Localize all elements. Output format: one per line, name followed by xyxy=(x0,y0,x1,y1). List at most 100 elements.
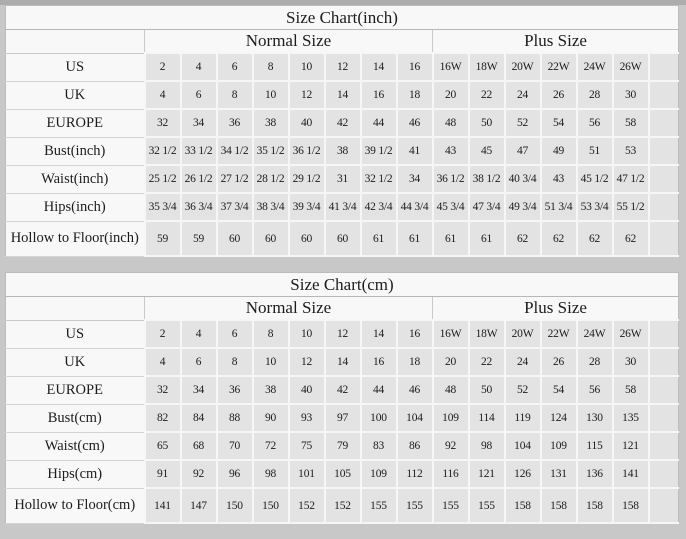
size-value-cell: 24 xyxy=(503,347,542,377)
title-row: Size Chart(cm) xyxy=(5,272,679,297)
size-value-cell: 4 xyxy=(143,80,182,110)
size-value-cell: 46 xyxy=(395,108,434,138)
size-value-cell: 131 xyxy=(539,459,578,489)
size-value-cell: 58 xyxy=(611,375,650,405)
size-value-cell: 121 xyxy=(611,431,650,461)
size-value-cell: 8 xyxy=(215,80,254,110)
size-value-cell: 150 xyxy=(251,487,290,524)
size-value-cell: 96 xyxy=(215,459,254,489)
size-value-cell: 109 xyxy=(431,403,470,433)
table-row: UK 4 6 8 10 12 14 16 18 20 22 24 26 28 30 xyxy=(5,347,679,377)
size-value-cell: 121 xyxy=(467,459,506,489)
filler-cell xyxy=(647,403,679,433)
size-value-cell: 150 xyxy=(215,487,254,524)
size-value-cell: 8 xyxy=(251,52,290,82)
size-value-cell: 39 3/4 xyxy=(287,192,326,222)
size-value-cell: 38 xyxy=(323,136,362,166)
size-value-cell: 84 xyxy=(179,403,218,433)
size-value-cell: 20W xyxy=(503,52,542,82)
table-row: Bust(cm) 82 84 88 90 93 97 100 104 109 114 119 124 13… xyxy=(5,403,679,433)
size-value-cell: 36 1/2 xyxy=(287,136,326,166)
size-value-cell: 29 1/2 xyxy=(287,164,326,194)
size-value-cell: 75 xyxy=(287,431,326,461)
size-value-cell: 91 xyxy=(143,459,182,489)
size-value-cell: 28 xyxy=(575,347,614,377)
size-value-cell: 97 xyxy=(323,403,362,433)
section-header-plus-size: Plus Size xyxy=(432,29,679,54)
size-value-cell: 18W xyxy=(467,319,506,349)
size-value-cell: 62 xyxy=(503,220,542,257)
size-value-cell: 16 xyxy=(359,80,398,110)
size-value-cell: 124 xyxy=(539,403,578,433)
size-value-cell: 40 xyxy=(287,375,326,405)
size-value-cell: 47 1/2 xyxy=(611,164,650,194)
size-value-cell: 28 xyxy=(575,80,614,110)
row-label: Hollow to Floor(inch) xyxy=(5,221,145,257)
filler-cell xyxy=(647,375,679,405)
size-value-cell: 34 xyxy=(179,375,218,405)
size-value-cell: 22 xyxy=(467,80,506,110)
size-value-cell: 10 xyxy=(287,319,326,349)
size-value-cell: 59 xyxy=(179,220,218,257)
size-value-cell: 45 1/2 xyxy=(575,164,614,194)
table-row: EUROPE 32 34 36 38 40 42 44 46 48 50 52 54 56 58 xyxy=(5,375,679,405)
table-row: Hollow to Floor(cm) 141 147 150 150 152 152 155… xyxy=(5,487,679,524)
size-value-cell: 39 1/2 xyxy=(359,136,398,166)
size-value-cell: 37 3/4 xyxy=(215,192,254,222)
row-label: Bust(cm) xyxy=(5,404,145,433)
top-border-band xyxy=(0,0,686,5)
size-value-cell: 43 xyxy=(431,136,470,166)
table-row: US 2 4 6 8 10 12 14 16 16W 18W 20W 22W 24W 26W xyxy=(5,319,679,349)
table-row: Hips(inch) 35 3/4 36 3/4 37 3/4 38 3/4 39 3/4… xyxy=(5,192,679,222)
size-value-cell: 26 xyxy=(539,80,578,110)
filler-cell xyxy=(647,80,679,110)
size-value-cell: 20W xyxy=(503,319,542,349)
size-chart-inch-body: US 2 4 6 8 10 12 14 16 16W 18W 20W 22W 24W 26W UK 4 6 8 10 1… xyxy=(5,52,679,257)
size-value-cell: 24 xyxy=(503,80,542,110)
size-value-cell: 61 xyxy=(395,220,434,257)
size-value-cell: 6 xyxy=(179,347,218,377)
size-value-cell: 4 xyxy=(179,52,218,82)
section-header-normal-size: Normal Size xyxy=(144,296,433,321)
size-value-cell: 158 xyxy=(575,487,614,524)
size-value-cell: 50 xyxy=(467,108,506,138)
size-value-cell: 155 xyxy=(467,487,506,524)
size-value-cell: 32 xyxy=(143,375,182,405)
size-value-cell: 44 xyxy=(359,108,398,138)
size-value-cell: 141 xyxy=(611,459,650,489)
size-value-cell: 30 xyxy=(611,347,650,377)
section-header-plus-size: Plus Size xyxy=(432,296,679,321)
size-value-cell: 40 3/4 xyxy=(503,164,542,194)
size-value-cell: 16 xyxy=(359,347,398,377)
size-value-cell: 51 xyxy=(575,136,614,166)
size-value-cell: 41 3/4 xyxy=(323,192,362,222)
section-header-row: Normal Size Plus Size xyxy=(5,296,679,321)
size-value-cell: 51 3/4 xyxy=(539,192,578,222)
size-value-cell: 119 xyxy=(503,403,542,433)
size-value-cell: 46 xyxy=(395,375,434,405)
size-value-cell: 43 xyxy=(539,164,578,194)
size-value-cell: 158 xyxy=(503,487,542,524)
section-header-normal-size: Normal Size xyxy=(144,29,433,54)
size-value-cell: 47 xyxy=(503,136,542,166)
row-label: Waist(inch) xyxy=(5,165,145,194)
size-value-cell: 52 xyxy=(503,108,542,138)
size-value-cell: 53 3/4 xyxy=(575,192,614,222)
table-row: Hollow to Floor(inch) 59 59 60 60 60 60 61 61 61 6… xyxy=(5,220,679,257)
size-chart-cm-table: Size Chart(cm) Normal Size Plus Size US 2… xyxy=(5,272,679,524)
size-value-cell: 10 xyxy=(251,80,290,110)
size-value-cell: 14 xyxy=(359,52,398,82)
size-value-cell: 49 xyxy=(539,136,578,166)
row-label: Hollow to Floor(cm) xyxy=(5,488,145,524)
table-row: Waist(cm) 65 68 70 72 75 79 83 86 92 98 104 109 115 12… xyxy=(5,431,679,461)
size-value-cell: 22 xyxy=(467,347,506,377)
size-value-cell: 32 xyxy=(143,108,182,138)
size-value-cell: 147 xyxy=(179,487,218,524)
size-value-cell: 109 xyxy=(359,459,398,489)
size-value-cell: 34 1/2 xyxy=(215,136,254,166)
size-value-cell: 6 xyxy=(215,52,254,82)
size-value-cell: 53 xyxy=(611,136,650,166)
table-row: UK 4 6 8 10 12 14 16 18 20 22 24 26 28 30 xyxy=(5,80,679,110)
size-value-cell: 12 xyxy=(323,52,362,82)
size-value-cell: 24W xyxy=(575,52,614,82)
